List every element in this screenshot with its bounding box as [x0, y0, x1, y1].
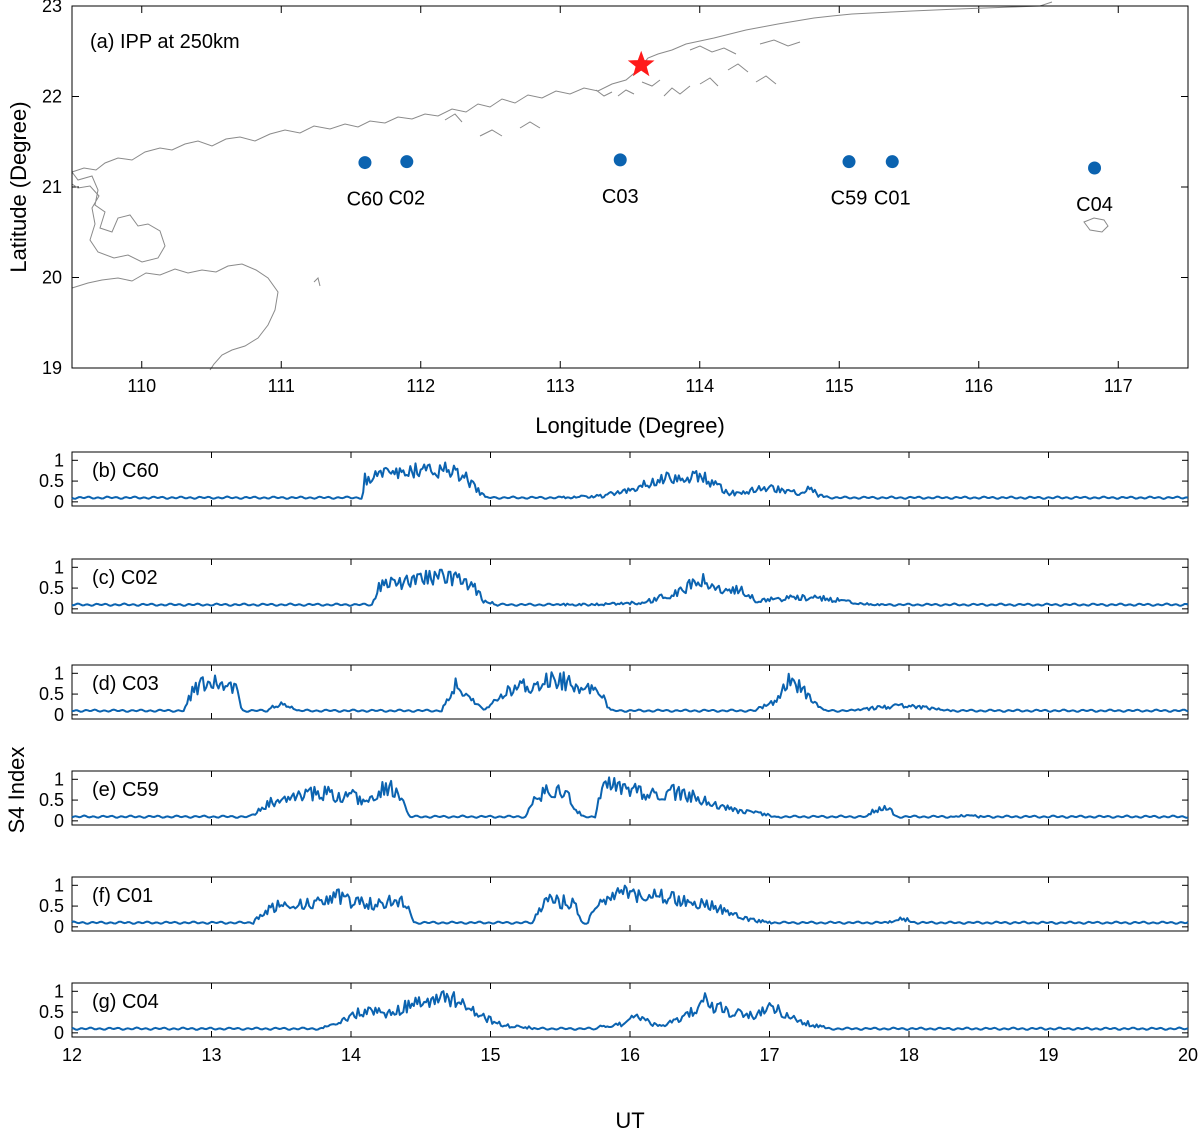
s4-ytick-label: 0.5 — [39, 471, 64, 491]
s4-ytick-label: 1 — [54, 981, 64, 1001]
s4-ytick-label: 0 — [54, 599, 64, 619]
hainan-coast — [71, 263, 279, 371]
satellite-label: C02 — [388, 188, 425, 210]
s4-series-line — [71, 776, 1189, 819]
leizhou-peninsula — [71, 171, 166, 263]
s4-ytick-label: 1 — [54, 557, 64, 577]
map-ytick-label: 22 — [42, 87, 62, 107]
map-ytick-label: 23 — [42, 0, 62, 16]
satellite-ipp-marker — [842, 155, 856, 169]
s4-ytick-label: 1 — [54, 663, 64, 683]
s4-ytick-label: 0 — [54, 492, 64, 512]
satellite-label: C03 — [602, 186, 639, 208]
s4-series-line — [71, 884, 1189, 925]
s4-panel-label: (d) C03 — [92, 673, 159, 695]
map-ytick-label: 21 — [42, 177, 62, 197]
s4-panel: 00.51 (e) C59 — [39, 769, 1189, 831]
s4-panel: 00.51 (d) C03 — [39, 663, 1189, 725]
map-axes-box — [71, 5, 1189, 369]
map-xlabel: Longitude (Degree) — [535, 413, 725, 438]
s4-ytick-label: 0 — [54, 1023, 64, 1043]
map-xtick-label: 115 — [825, 376, 854, 396]
map-xtick-label: 117 — [1104, 376, 1133, 396]
offshore-island — [1083, 217, 1109, 233]
s4-ytick-label: 0.5 — [39, 790, 64, 810]
s4-panel-label: (f) C01 — [92, 885, 153, 907]
satellite-ipp-marker — [400, 155, 414, 169]
s4-xtick-label: 20 — [1178, 1045, 1198, 1065]
satellite-label: C60 — [347, 189, 384, 211]
map-xtick-label: 110 — [127, 376, 156, 396]
s4-panel-label: (e) C59 — [92, 779, 159, 801]
s4-ytick-label: 0 — [54, 917, 64, 937]
small-island — [313, 277, 321, 287]
delta-islands — [444, 39, 801, 137]
map-ticks: 110 111 112 113 114 115 116 117 19 20 21 22 23 — [42, 0, 1188, 396]
s4-xtick-label: 14 — [341, 1045, 361, 1065]
satellite-ipp-marker — [885, 155, 899, 169]
map-xtick-label: 111 — [268, 376, 295, 396]
s4-panel: 00.51 (c) C02 — [39, 557, 1189, 619]
map-marks: C60 C02 C03 C59 C01 C04 — [347, 50, 1113, 216]
map-ytick-label: 19 — [42, 358, 62, 378]
satellite-label: C04 — [1076, 194, 1113, 216]
s4-xtick-label: 13 — [201, 1045, 221, 1065]
s4-ytick-label: 0 — [54, 811, 64, 831]
s4-panel: 00.51 (b) C60 — [39, 450, 1189, 512]
s4-series-line — [71, 671, 1189, 713]
s4-series-line — [71, 461, 1189, 500]
epicenter-star-icon — [627, 50, 655, 77]
satellite-ipp-marker — [1088, 161, 1102, 175]
s4-series-line — [71, 568, 1189, 607]
satellite-label: C01 — [874, 188, 911, 210]
s4-ytick-label: 1 — [54, 875, 64, 895]
satellite-ipp-marker — [358, 156, 372, 170]
mainland-coast — [71, 1, 1053, 173]
map-xtick-label: 113 — [546, 376, 575, 396]
s4-ytick-label: 0.5 — [39, 684, 64, 704]
s4-xtick-label: 16 — [620, 1045, 640, 1065]
s4-ylabel: S4 Index — [4, 747, 29, 834]
s4-xtick-label: 17 — [759, 1045, 779, 1065]
s4-ytick-label: 0.5 — [39, 896, 64, 916]
s4-ytick-label: 0 — [54, 705, 64, 725]
coastline — [71, 1, 1109, 371]
s4-xtick-label: 19 — [1038, 1045, 1058, 1065]
map-panel-label: (a) IPP at 250km — [90, 31, 240, 53]
satellite-label: C59 — [831, 188, 868, 210]
s4-panel-label: (c) C02 — [92, 567, 158, 589]
s4-xtick-label: 18 — [899, 1045, 919, 1065]
s4-xtick-label: 15 — [480, 1045, 500, 1065]
map-ytick-label: 20 — [42, 268, 62, 288]
map-xtick-label: 112 — [406, 376, 435, 396]
satellite-ipp-marker — [613, 153, 627, 167]
s4-panel-label: (g) C04 — [92, 991, 159, 1013]
s4-panel-label: (b) C60 — [92, 460, 159, 482]
map-xtick-label: 114 — [685, 376, 714, 396]
s4-xtick-label: 12 — [62, 1045, 82, 1065]
s4-panel: 00.51 (f) C01 — [39, 875, 1189, 937]
map-xtick-label: 116 — [964, 376, 993, 396]
s4-ytick-label: 0.5 — [39, 578, 64, 598]
s4-panel: 00.51 12 13 14 15 16 17 18 19 20 (g) C04 — [39, 981, 1198, 1065]
map-ylabel: Latitude (Degree) — [6, 101, 31, 272]
s4-ytick-label: 0.5 — [39, 1002, 64, 1022]
s4-xlabel: UT — [615, 1108, 644, 1133]
s4-series-line — [71, 990, 1189, 1031]
s4-ytick-label: 1 — [54, 769, 64, 789]
s4-ytick-label: 1 — [54, 450, 64, 470]
